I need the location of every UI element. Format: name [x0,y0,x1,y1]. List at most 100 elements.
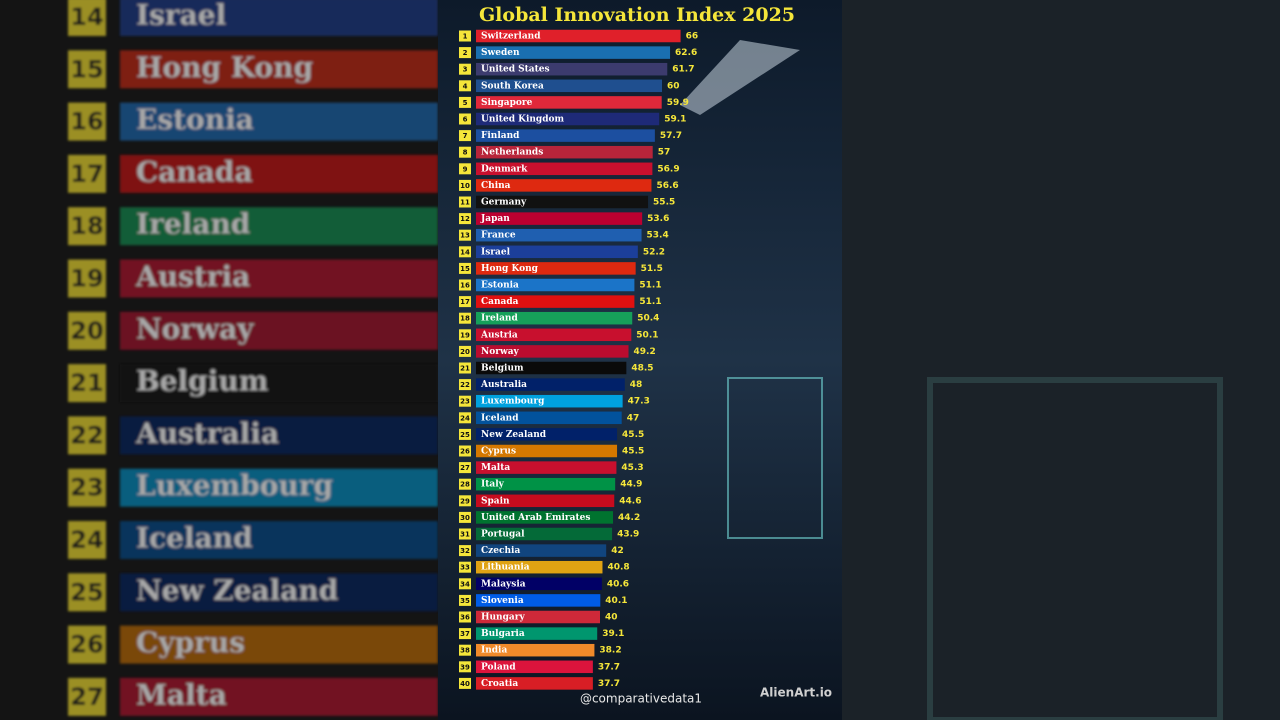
category-label: Cyprus [481,447,516,457]
zoom-category-label: Australia [135,417,279,450]
bars: 1 Switzerland 66 2 Sweden 62.6 3 United States 6… [459,29,698,690]
bar [476,444,618,458]
rank-label: 17 [460,298,470,306]
rank-box [459,412,471,424]
bar [476,212,643,225]
rank-label: 37 [460,630,470,638]
light-decor [680,40,800,115]
rank-label: 34 [460,580,470,588]
rank-box [459,428,471,440]
category-label: Norway [481,347,520,357]
zoom-rank-box [68,311,106,350]
category-label: Malaysia [481,579,526,589]
hologram-decor [727,377,823,539]
rank-box [459,163,471,175]
bar [476,361,627,375]
rank-label: 19 [460,331,470,339]
zoom-category-label: Belgium [136,365,268,398]
rank-box [459,179,471,191]
zoom-rank-box [68,468,106,507]
bar [476,179,652,192]
zoom-rank-box [68,50,106,89]
category-label: Sweden [481,48,520,58]
category-label: Austria [480,330,518,340]
zoom-rank-box [68,416,106,455]
value-label: 49.2 [634,347,656,357]
value-label: 53.6 [647,214,669,224]
bar [476,162,653,176]
value-label: 44.2 [618,513,640,523]
zoom-rank-box [68,154,106,193]
bar [476,577,602,591]
value-label: 44.6 [619,496,641,506]
bar [476,643,595,657]
zoom-rank-label: 18 [70,212,103,240]
rank-box [459,495,471,507]
value-label: 51.5 [641,264,663,274]
category-label: Croatia [481,679,518,689]
bar [476,378,625,391]
value-label: 39.1 [602,629,624,639]
rank-box [459,279,471,291]
category-label: United Kingdom [481,115,564,125]
bar [476,627,598,640]
bar [476,411,622,425]
bar [476,129,655,142]
value-label: 43.9 [617,530,639,540]
bar [476,677,593,690]
category-label: Slovenia [481,596,524,606]
category-label: United Arab Emirates [481,513,590,523]
zoom-rank-box [68,625,106,664]
zoom-bar [120,50,438,89]
category-label: Lithuania [481,563,530,573]
zoom-bar [120,521,438,559]
rank-box [459,296,471,308]
bar [476,345,629,358]
zoom-category-label: Austria [135,260,250,293]
zoom-bar [120,573,438,612]
rank-box [459,30,471,42]
category-label: New Zealand [481,430,547,440]
zoom-rank-label: 26 [70,631,103,659]
zoom-category-label: Israel [136,0,226,32]
zoom-rank-label: 19 [70,265,103,293]
rank-label: 39 [460,663,470,671]
zoom-rank-label: 25 [70,578,103,606]
rank-label: 28 [460,481,470,489]
value-label: 45.3 [621,463,643,473]
value-label: 48.5 [631,364,653,374]
rank-label: 32 [460,547,470,555]
bar [476,112,660,126]
rank-label: 7 [463,132,468,140]
zoom-rank-label: 23 [70,474,103,502]
rank-box [459,146,471,158]
right-panel [842,0,1280,720]
rank-label: 20 [460,348,470,356]
value-label: 40.6 [607,579,629,589]
zoom-bar [120,0,438,36]
rank-box [459,329,471,341]
rank-box [459,345,471,357]
rank-box [459,611,471,623]
bar [476,594,601,607]
bar [476,278,635,292]
rank-label: 29 [460,497,470,505]
category-label: Finland [481,131,520,141]
rank-label: 4 [463,82,468,90]
value-label: 53.4 [647,231,669,241]
rank-label: 16 [460,282,470,290]
value-label: 56.9 [657,164,679,174]
zoom-category-label: Ireland [136,208,250,241]
rank-box [459,644,471,656]
value-label: 42 [611,546,624,556]
zoom-bar [120,259,438,298]
rank-label: 8 [463,149,468,157]
category-label: Belgium [481,364,524,374]
rank-box [459,47,471,59]
zoom-rank-box [68,677,106,716]
zoom-rank-box [68,102,106,141]
zoom-category-label: Estonia [136,103,254,136]
zoom-rank-box [68,0,106,36]
value-label: 45.5 [622,447,644,457]
